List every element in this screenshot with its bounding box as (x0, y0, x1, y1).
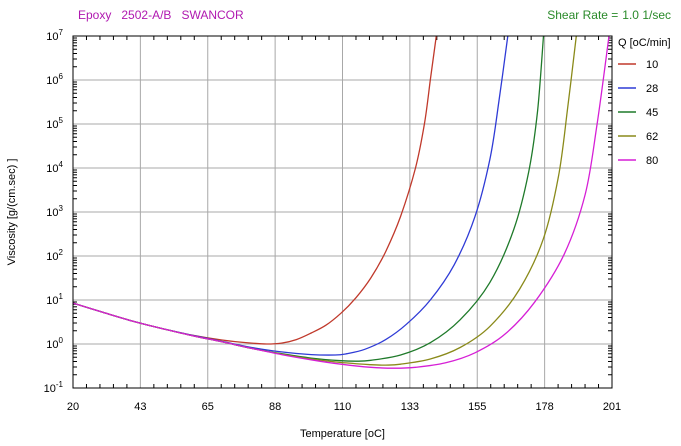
grade-label: 2502-A/B (121, 8, 172, 22)
y-tick-label: 103 (46, 204, 63, 219)
x-tick-label: 201 (603, 401, 621, 413)
x-tick-label: 110 (334, 401, 352, 413)
series-line-80 (73, 36, 610, 369)
x-tick-label: 88 (269, 401, 281, 413)
legend-label-45: 45 (646, 107, 658, 119)
y-tick-label: 106 (46, 72, 63, 87)
legend-title: Q [oC/min] (618, 37, 671, 49)
x-tick-label: 178 (535, 401, 553, 413)
y-tick-label: 100 (46, 336, 63, 351)
shear-rate-label: Shear Rate = (547, 8, 619, 22)
x-axis-label: Temperature [oC] (300, 428, 385, 440)
y-tick-label: 101 (46, 292, 63, 307)
x-tick-label: 155 (468, 401, 486, 413)
y-tick-label: 107 (46, 28, 63, 43)
chart-title: Epoxy 2502-A/B SWANCOR (78, 8, 244, 22)
y-axis-label: Viscosity [g/(cm.sec) ] (6, 159, 18, 266)
x-tick-label: 65 (202, 401, 214, 413)
material-label: Epoxy (78, 8, 112, 22)
shear-rate-value: 1.0 1/sec (622, 8, 671, 22)
legend-label-80: 80 (646, 155, 658, 167)
legend-label-10: 10 (646, 59, 658, 71)
y-tick-label: 105 (46, 116, 63, 131)
x-tick-label: 20 (67, 401, 79, 413)
y-tick-label: 102 (46, 248, 63, 263)
y-tick-label: 10-1 (44, 380, 64, 395)
legend-label-28: 28 (646, 83, 658, 95)
supplier-label: SWANCOR (181, 8, 244, 22)
shear-rate-readout: Shear Rate = 1.0 1/sec (547, 8, 671, 22)
y-tick-label: 104 (46, 160, 63, 175)
x-tick-label: 43 (134, 401, 146, 413)
legend-label-62: 62 (646, 131, 658, 143)
x-tick-label: 133 (401, 401, 419, 413)
plot-frame (72, 35, 613, 389)
